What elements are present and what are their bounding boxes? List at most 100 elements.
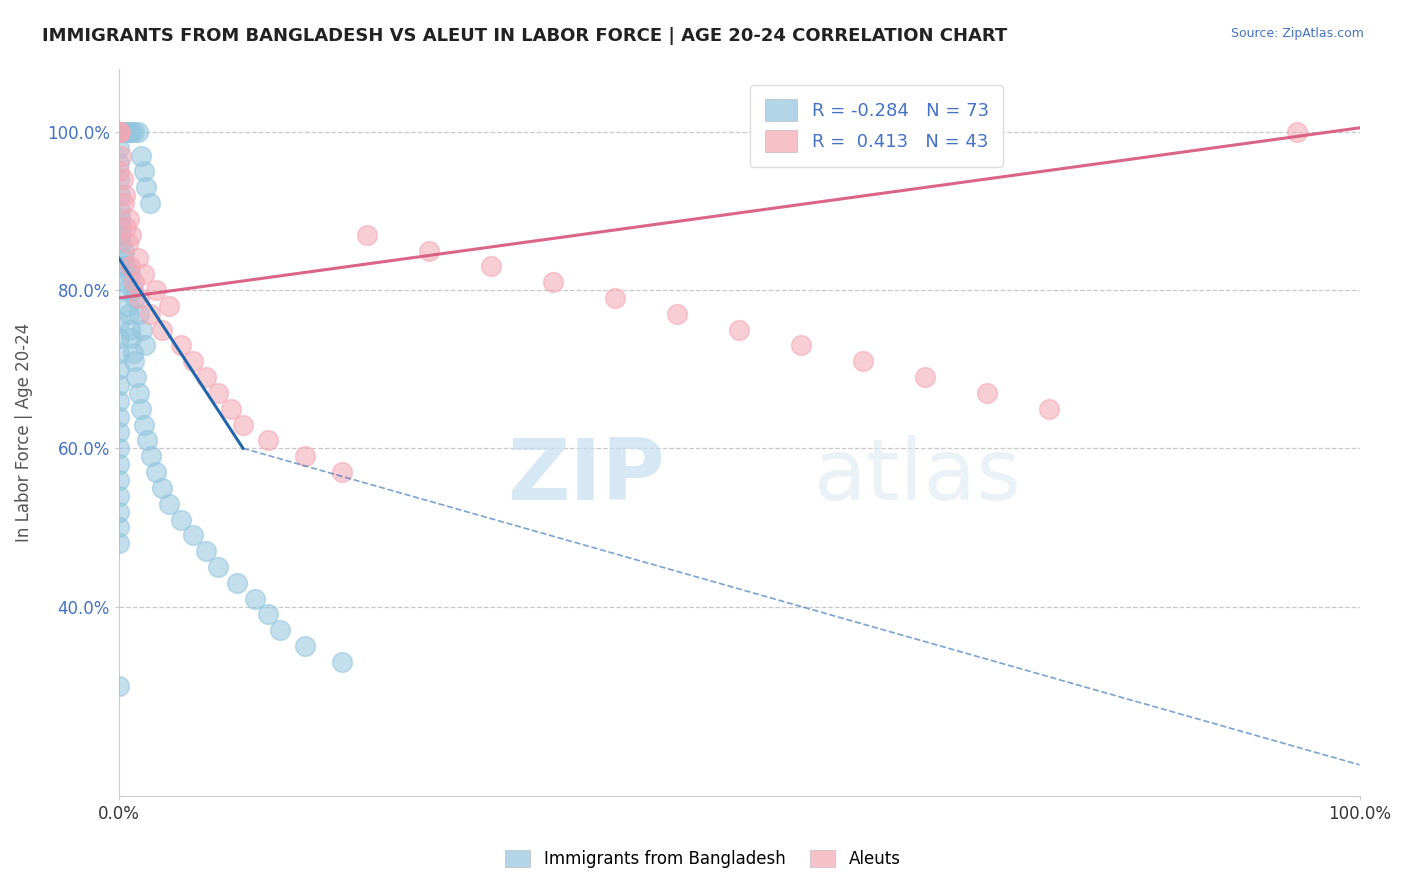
Point bbox=[111, 252, 134, 266]
Point bbox=[418, 244, 440, 258]
Text: ZIP: ZIP bbox=[508, 434, 665, 517]
Point bbox=[157, 299, 180, 313]
Point bbox=[157, 497, 180, 511]
Point bbox=[108, 393, 131, 408]
Point bbox=[114, 275, 136, 289]
Point bbox=[108, 409, 131, 424]
Point bbox=[132, 164, 155, 178]
Point bbox=[127, 125, 149, 139]
Point bbox=[111, 172, 134, 186]
Point bbox=[121, 346, 143, 360]
Point bbox=[120, 267, 142, 281]
Point bbox=[129, 401, 152, 416]
Point bbox=[790, 338, 813, 352]
Text: atlas: atlas bbox=[814, 434, 1022, 517]
Point bbox=[666, 307, 689, 321]
Point bbox=[139, 307, 162, 321]
Point bbox=[115, 219, 138, 234]
Point bbox=[728, 323, 751, 337]
Point bbox=[114, 188, 136, 202]
Point bbox=[108, 211, 131, 226]
Point bbox=[122, 275, 145, 289]
Point bbox=[112, 260, 135, 274]
Text: IMMIGRANTS FROM BANGLADESH VS ALEUT IN LABOR FORCE | AGE 20-24 CORRELATION CHART: IMMIGRANTS FROM BANGLADESH VS ALEUT IN L… bbox=[42, 27, 1008, 45]
Point bbox=[976, 385, 998, 400]
Point bbox=[479, 260, 502, 274]
Point bbox=[108, 442, 131, 456]
Point bbox=[132, 267, 155, 281]
Point bbox=[141, 449, 163, 463]
Point bbox=[256, 607, 278, 622]
Point bbox=[108, 457, 131, 471]
Point bbox=[108, 473, 131, 487]
Point bbox=[134, 338, 156, 352]
Point bbox=[110, 219, 132, 234]
Point bbox=[108, 346, 131, 360]
Point bbox=[124, 291, 146, 305]
Point bbox=[207, 560, 229, 574]
Point bbox=[170, 512, 193, 526]
Point bbox=[541, 275, 564, 289]
Point bbox=[110, 235, 132, 250]
Point bbox=[150, 481, 173, 495]
Point bbox=[170, 338, 193, 352]
Point bbox=[112, 244, 135, 258]
Point bbox=[118, 211, 141, 226]
Point bbox=[127, 252, 149, 266]
Point bbox=[111, 125, 134, 139]
Point bbox=[121, 283, 143, 297]
Point bbox=[129, 148, 152, 162]
Y-axis label: In Labor Force | Age 20-24: In Labor Force | Age 20-24 bbox=[15, 323, 32, 542]
Point bbox=[183, 354, 205, 368]
Point bbox=[108, 679, 131, 693]
Point bbox=[131, 323, 153, 337]
Point bbox=[108, 505, 131, 519]
Point bbox=[120, 323, 142, 337]
Point bbox=[108, 125, 131, 139]
Point bbox=[108, 141, 131, 155]
Point bbox=[108, 172, 131, 186]
Point bbox=[120, 125, 142, 139]
Point bbox=[115, 283, 138, 297]
Point bbox=[118, 307, 141, 321]
Point bbox=[914, 370, 936, 384]
Point bbox=[122, 354, 145, 368]
Point bbox=[112, 196, 135, 211]
Point bbox=[139, 196, 162, 211]
Point bbox=[330, 465, 353, 479]
Point bbox=[108, 203, 131, 218]
Point bbox=[108, 164, 131, 178]
Point bbox=[294, 639, 316, 653]
Point bbox=[120, 330, 142, 344]
Point bbox=[132, 417, 155, 432]
Point bbox=[108, 489, 131, 503]
Point bbox=[194, 544, 217, 558]
Point bbox=[117, 235, 139, 250]
Point bbox=[114, 125, 136, 139]
Point bbox=[225, 575, 247, 590]
Point bbox=[256, 434, 278, 448]
Point bbox=[128, 291, 150, 305]
Point bbox=[108, 362, 131, 376]
Point bbox=[150, 323, 173, 337]
Point bbox=[125, 370, 148, 384]
Point bbox=[108, 125, 131, 139]
Text: Source: ZipAtlas.com: Source: ZipAtlas.com bbox=[1230, 27, 1364, 40]
Legend: R = -0.284   N = 73, R =  0.413   N = 43: R = -0.284 N = 73, R = 0.413 N = 43 bbox=[751, 85, 1002, 167]
Point bbox=[145, 283, 167, 297]
Point bbox=[108, 378, 131, 392]
Point bbox=[115, 260, 138, 274]
Point bbox=[108, 188, 131, 202]
Point bbox=[110, 148, 132, 162]
Point bbox=[108, 330, 131, 344]
Point bbox=[269, 624, 291, 638]
Point bbox=[605, 291, 627, 305]
Point bbox=[117, 299, 139, 313]
Point bbox=[128, 307, 150, 321]
Point bbox=[136, 434, 159, 448]
Point bbox=[183, 528, 205, 542]
Point bbox=[128, 385, 150, 400]
Point bbox=[108, 315, 131, 329]
Point bbox=[245, 591, 267, 606]
Point bbox=[120, 227, 142, 242]
